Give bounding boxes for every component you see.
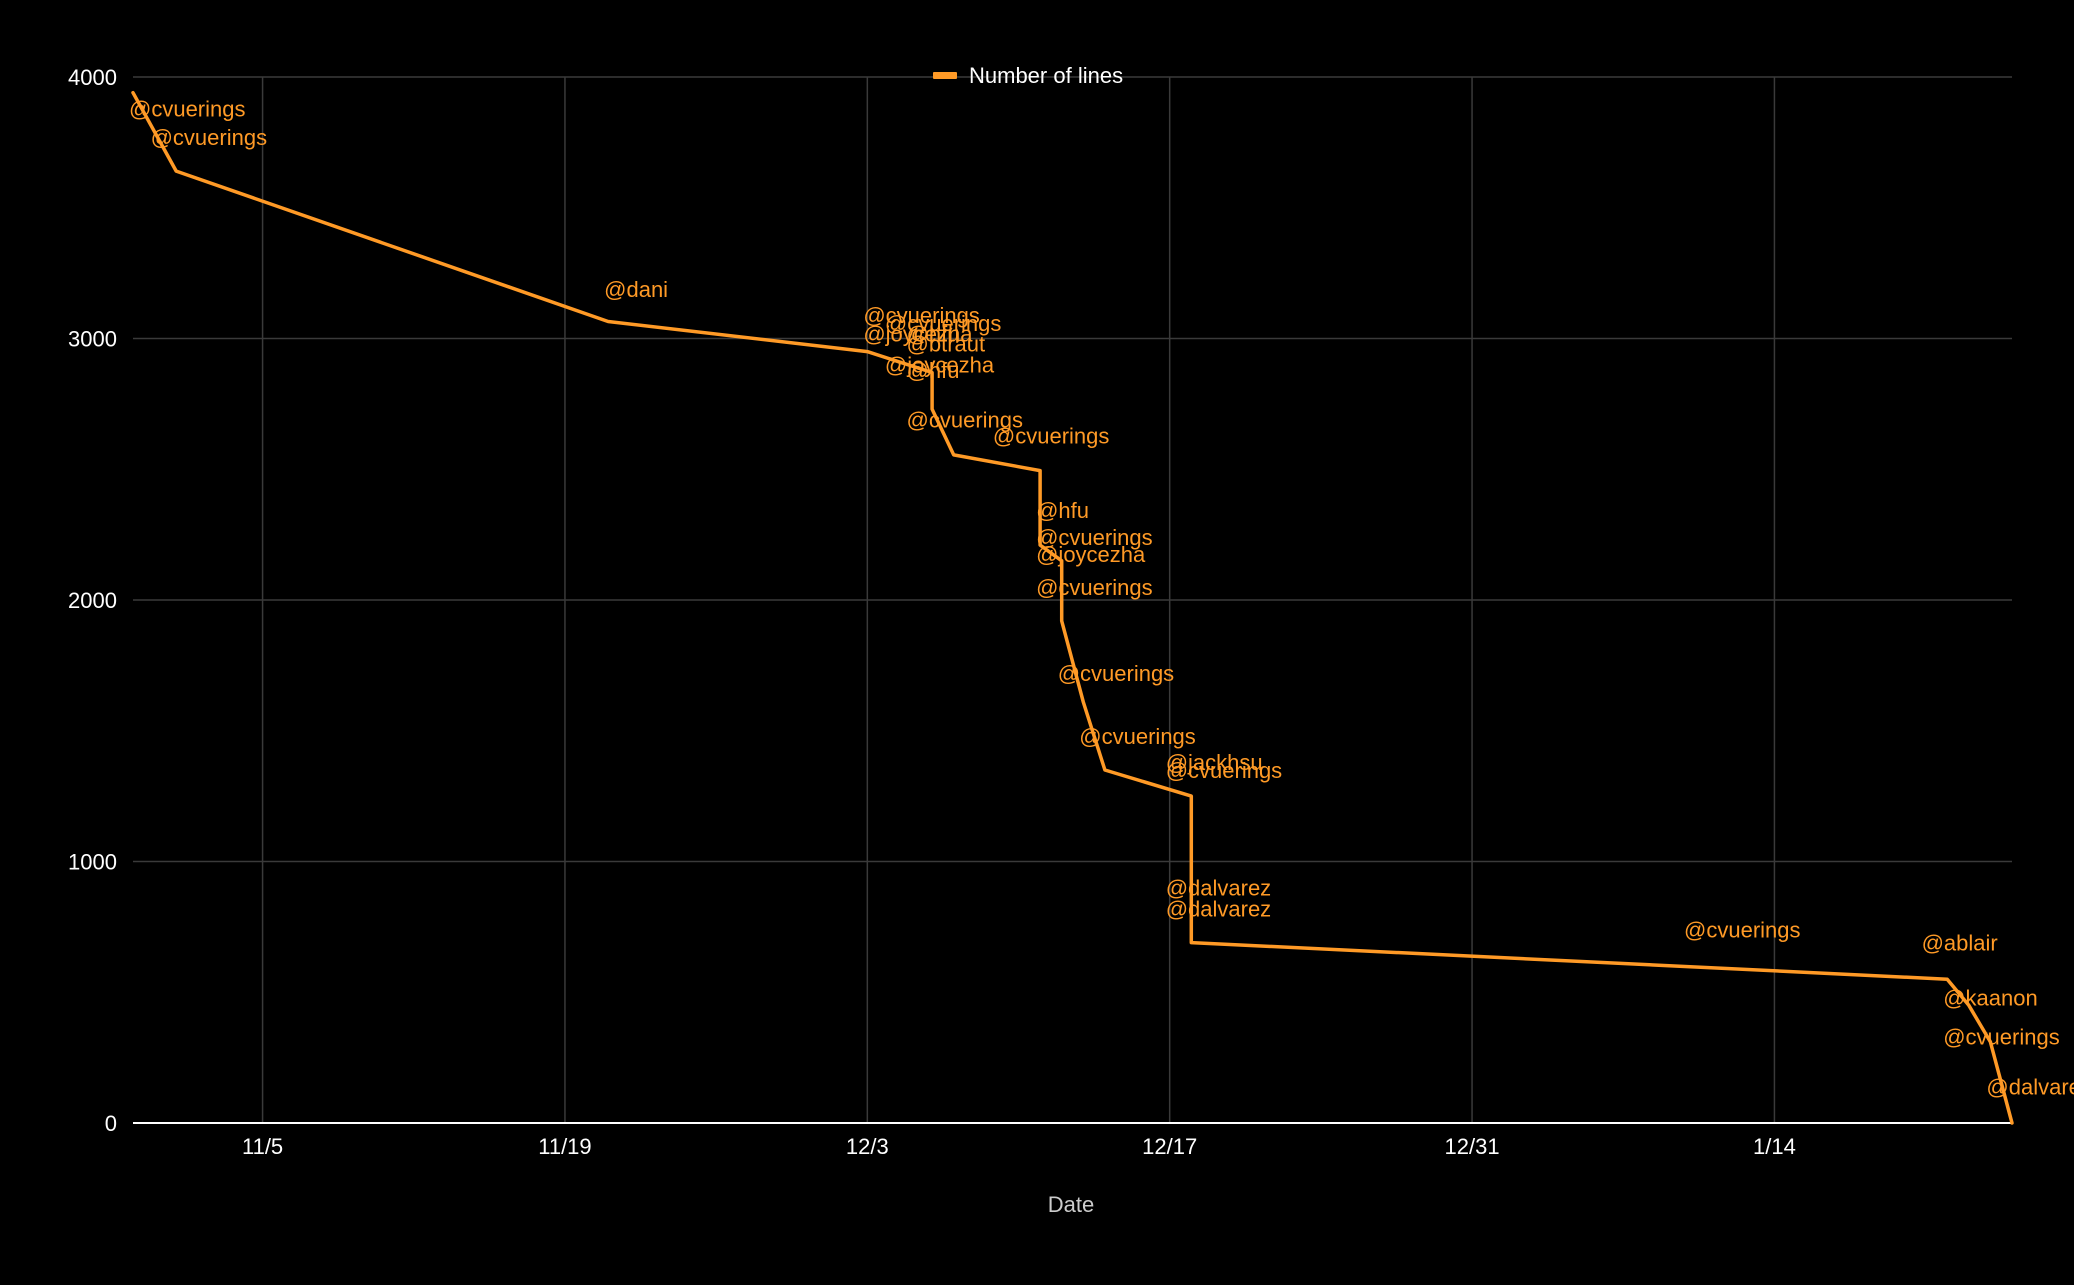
x-axis-title: Date bbox=[1048, 1192, 1094, 1217]
y-tick-label: 2000 bbox=[68, 588, 117, 613]
annotation-label: @hfu bbox=[907, 358, 960, 383]
annotation-label: @dalvarez bbox=[1166, 876, 1272, 901]
annotation-label: @cvuerings bbox=[993, 423, 1109, 448]
annotation-label: @cvuerings bbox=[1036, 575, 1153, 600]
annotation-label: @dalvarez bbox=[1986, 1074, 2074, 1099]
x-tick-label: 12/31 bbox=[1445, 1134, 1500, 1159]
annotation-label: @jackhsu bbox=[1166, 750, 1263, 775]
y-tick-label: 3000 bbox=[68, 327, 117, 352]
y-tick-label: 0 bbox=[105, 1111, 117, 1136]
annotation-label: @cvuerings bbox=[1166, 758, 1283, 783]
annotation-label: @cvuerings bbox=[1079, 724, 1196, 749]
annotation-label: @cvuerings bbox=[1058, 661, 1175, 686]
x-tick-label: 11/5 bbox=[242, 1134, 283, 1159]
annotation-label: @cvuerings bbox=[151, 125, 268, 150]
annotation-label: @hfu bbox=[1036, 498, 1089, 523]
x-tick-label: 1/14 bbox=[1753, 1134, 1796, 1159]
legend-label[interactable]: Number of lines bbox=[969, 63, 1123, 88]
x-tick-label: 12/3 bbox=[846, 1134, 889, 1159]
legend[interactable]: Number of lines bbox=[933, 63, 1123, 88]
annotation-label: @cvuerings bbox=[129, 96, 246, 121]
annotation-label: @btraut bbox=[907, 332, 986, 357]
annotation-label: @dani bbox=[604, 277, 668, 302]
annotation-label: @joycezha bbox=[863, 321, 973, 346]
annotation-label: @cvuerings bbox=[1684, 917, 1801, 942]
x-tick-label: 11/19 bbox=[538, 1134, 591, 1159]
annotation-layer: @cvuerings@cvuerings@dani@cvuerings@cvue… bbox=[129, 96, 2074, 1099]
annotation-label: @cvuerings bbox=[1943, 1025, 2060, 1050]
series-layer bbox=[131, 90, 2014, 1125]
annotation-label: @kaanon bbox=[1943, 985, 2038, 1010]
annotation-label: @cvuerings bbox=[907, 408, 1024, 433]
annotation-label: @joycezha bbox=[1036, 542, 1146, 567]
annotation-label: @hfu bbox=[907, 321, 960, 346]
series-line bbox=[131, 90, 2014, 1125]
annotation-label: @dalvarez bbox=[1166, 897, 1272, 922]
grid-layer bbox=[133, 76, 2012, 1123]
y-tick-label: 4000 bbox=[68, 65, 117, 90]
x-tick-label: 12/17 bbox=[1142, 1134, 1197, 1159]
annotation-label: @ablair bbox=[1922, 931, 1998, 956]
axis-layer: 0 1000 2000 3000 4000 11/5 11/19 12/3 12/17 12/31… bbox=[68, 65, 2012, 1159]
legend-swatch bbox=[933, 72, 957, 79]
annotation-label: @joycezha bbox=[885, 353, 995, 378]
annotation-label: @cvuerings bbox=[1036, 525, 1153, 550]
annotation-label: @cvuerings bbox=[885, 311, 1002, 336]
annotation-label: @cvuerings bbox=[863, 303, 980, 328]
y-tick-label: 1000 bbox=[68, 850, 117, 875]
